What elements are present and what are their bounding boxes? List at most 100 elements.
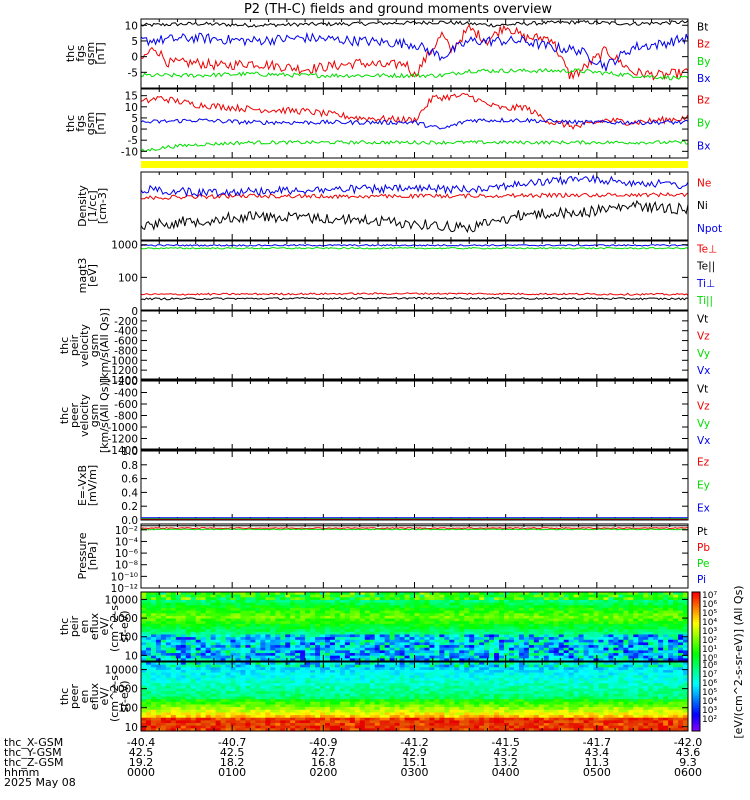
spectrogram-cell bbox=[578, 602, 584, 606]
spectrogram-cell bbox=[354, 647, 361, 651]
spectrogram-cell bbox=[250, 693, 256, 697]
spectrogram-cell bbox=[439, 662, 445, 666]
spectrogram-cell bbox=[583, 634, 589, 638]
spectrogram-cell bbox=[573, 653, 579, 657]
spectrogram-cell bbox=[648, 677, 654, 681]
spectrogram-cell bbox=[220, 639, 226, 643]
spectrogram-cell bbox=[618, 605, 624, 609]
spectrogram-cell bbox=[260, 655, 266, 659]
spectrogram-cell bbox=[593, 658, 599, 662]
spectrogram-cell bbox=[334, 599, 341, 604]
spectrogram-cell bbox=[180, 629, 187, 633]
spectrogram-cell bbox=[255, 691, 261, 695]
spectrogram-cell bbox=[324, 647, 331, 651]
spectrogram-cell bbox=[210, 602, 216, 606]
spectrogram-cell bbox=[409, 658, 415, 662]
spectrogram-cell bbox=[195, 677, 202, 681]
spectrogram-cell bbox=[389, 653, 396, 657]
spectrogram-cell bbox=[349, 618, 356, 622]
spectrogram-cell bbox=[165, 605, 172, 609]
spectrogram-cell bbox=[618, 667, 624, 671]
spectrogram-cell bbox=[339, 655, 346, 659]
spectrogram-cell bbox=[141, 653, 147, 657]
spectrogram-cell bbox=[185, 634, 192, 638]
spectrogram-cell bbox=[494, 658, 500, 662]
legend-entry: Ne bbox=[697, 177, 711, 189]
spectrogram-cell bbox=[459, 680, 465, 684]
spectrogram-cell bbox=[499, 691, 505, 695]
spectrogram-cell bbox=[628, 683, 634, 687]
spectrogram-cell bbox=[354, 639, 361, 643]
spectrogram-cell bbox=[623, 594, 629, 598]
spectrogram-cell bbox=[673, 631, 679, 635]
spectrogram-cell bbox=[384, 618, 391, 622]
spectrogram-cell bbox=[195, 631, 202, 635]
spectrogram-cell bbox=[265, 599, 271, 604]
spectrogram-cell bbox=[508, 675, 515, 679]
spectrogram-cell bbox=[633, 680, 639, 684]
spectrogram-cell bbox=[315, 675, 321, 679]
spectrogram-cell bbox=[315, 683, 321, 687]
spectrogram-cell bbox=[598, 592, 604, 596]
spectrogram-cell bbox=[479, 688, 485, 692]
spectrogram-cell bbox=[165, 639, 172, 643]
spectrogram-cell bbox=[150, 639, 157, 643]
spectrogram-cell bbox=[663, 642, 669, 646]
spectrogram-cell bbox=[344, 669, 351, 674]
spectrogram-cell bbox=[200, 667, 207, 671]
spectrogram-cell bbox=[414, 650, 420, 654]
spectrogram-cell bbox=[245, 631, 251, 635]
spectrogram-cell bbox=[618, 594, 624, 598]
spectrogram-cell bbox=[484, 613, 490, 617]
series-line-Ti|| bbox=[140, 246, 689, 250]
spectrogram-cell bbox=[205, 618, 212, 622]
spectrogram-cell bbox=[568, 691, 575, 695]
spectrogram-cell bbox=[673, 647, 679, 651]
spectrogram-cell bbox=[145, 610, 152, 614]
spectrogram-cell bbox=[474, 605, 480, 609]
spectrogram-cell bbox=[424, 639, 430, 643]
spectrogram-cell bbox=[563, 653, 570, 657]
spectrogram-cell bbox=[414, 597, 420, 601]
spectrogram-cell bbox=[494, 677, 500, 681]
spectrogram-cell bbox=[394, 615, 400, 619]
spectrogram-cell bbox=[543, 615, 550, 619]
spectrogram-cell bbox=[623, 664, 629, 668]
spectrogram-cell bbox=[389, 677, 396, 681]
spectrogram-cell bbox=[658, 597, 664, 601]
spectrogram-cell bbox=[439, 645, 445, 649]
spectrogram-cell bbox=[240, 599, 246, 604]
spectrogram-cell bbox=[210, 607, 216, 611]
spectrogram-cell bbox=[399, 615, 405, 619]
legend-entry: Bt bbox=[697, 21, 708, 33]
spectrogram-cell bbox=[364, 615, 371, 619]
spectrogram-cell bbox=[568, 599, 575, 604]
spectrogram-cell bbox=[424, 618, 430, 622]
spectrogram-cell bbox=[329, 610, 336, 614]
spectrogram-cell bbox=[165, 629, 172, 633]
spectrogram-cell bbox=[215, 653, 221, 657]
spectrogram-cell bbox=[499, 680, 505, 684]
spectrogram-cell bbox=[230, 658, 236, 662]
spectrogram-cell bbox=[538, 672, 545, 676]
spectrogram-cell bbox=[558, 599, 565, 604]
spectrogram-cell bbox=[489, 629, 495, 633]
spectrogram-cell bbox=[175, 629, 182, 633]
spectrogram-cell bbox=[260, 613, 266, 617]
spectrogram-cell bbox=[384, 655, 391, 659]
spectrogram-cell bbox=[628, 631, 634, 635]
spectrogram-cell bbox=[429, 688, 435, 692]
spectrogram-cell bbox=[165, 664, 172, 668]
spectrogram-cell bbox=[260, 658, 266, 662]
spectrogram-cell bbox=[429, 613, 435, 617]
spectrogram-cell bbox=[255, 642, 261, 646]
spectrogram-cell bbox=[643, 631, 649, 635]
spectrogram-cell bbox=[324, 683, 331, 687]
spectrogram-cell bbox=[310, 672, 316, 676]
spectrogram-cell bbox=[429, 605, 435, 609]
spectrogram-cell bbox=[399, 658, 405, 662]
spectrogram-cell bbox=[603, 645, 609, 649]
spectrogram-cell bbox=[141, 688, 147, 692]
legend-entry: Pe bbox=[697, 558, 709, 570]
spectrogram-cell bbox=[668, 645, 674, 649]
